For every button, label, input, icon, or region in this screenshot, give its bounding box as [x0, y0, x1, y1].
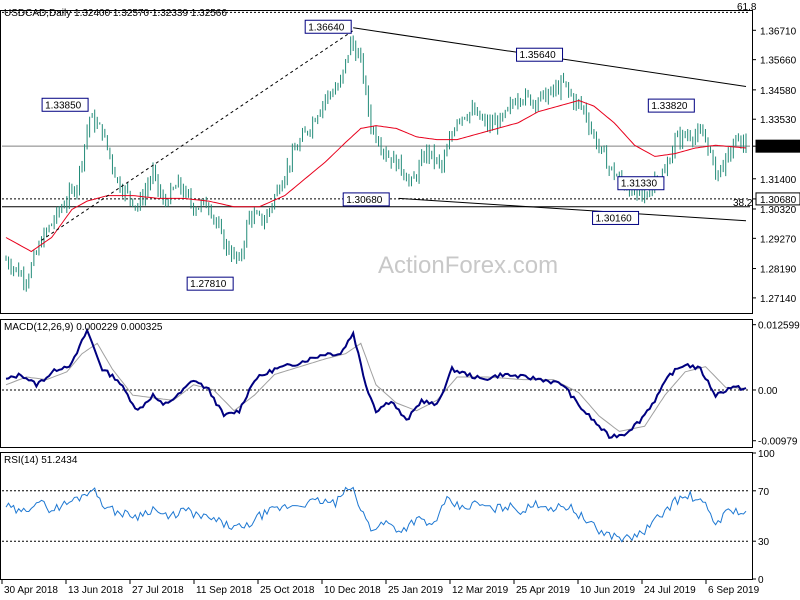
date-tick-label: 11 Sep 2018	[196, 585, 252, 596]
date-tick-label: 10 Dec 2018	[324, 585, 381, 596]
price-marker-box	[755, 139, 800, 153]
swing-label-box	[647, 98, 695, 113]
swing-label-text: 1.36640	[308, 22, 345, 33]
macd-panel-frame	[0, 319, 753, 448]
price-tick-label: 1.27140	[760, 294, 797, 305]
date-tick-label: 13 Jun 2018	[68, 585, 123, 596]
ma-path	[5, 99, 747, 253]
swing-label-box	[186, 276, 234, 291]
swing-label-box	[41, 97, 89, 112]
rsi-lines	[2, 486, 750, 543]
rsi-panel-frame	[0, 452, 753, 580]
swing-label-box	[617, 176, 665, 191]
swing-label-text: 1.30160	[596, 213, 633, 224]
swing-label-text: 1.31330	[621, 179, 658, 190]
macd-signal-path	[5, 342, 747, 432]
price-tick-label: 1.36710	[760, 26, 797, 37]
macd-lines	[2, 327, 750, 440]
swing-labels: 1.36640 1.33850 1.27810 1.30680 1.35640 1.301…	[41, 19, 695, 291]
price-tick-label: 1.28190	[760, 265, 797, 276]
swing-label: 1.33820	[647, 98, 695, 113]
swing-label-text: 1.33850	[45, 100, 82, 111]
rsi-tick-label: 30	[758, 537, 770, 548]
swing-label-box	[592, 210, 640, 225]
swing-label: 1.30680	[342, 192, 390, 207]
watermark: ActionForex.com	[378, 252, 558, 279]
price-tick-label: 1.31400	[760, 175, 797, 186]
macd-tick-label: 0.00	[758, 386, 778, 397]
swing-label: 1.30160	[592, 210, 640, 225]
date-tick-label: 25 Oct 2018	[260, 585, 315, 596]
date-tick-label: 27 Jul 2018	[132, 585, 184, 596]
date-tick-label: 25 Apr 2019	[516, 585, 570, 596]
price-title: USDCAD,Daily 1.32400 1.32570 1.32339 1.3…	[4, 8, 227, 19]
price-tick-label: 1.30320	[760, 205, 797, 216]
swing-label: 1.35640	[516, 47, 564, 62]
date-tick-label: 25 Jan 2019	[388, 585, 443, 596]
price-tick-label: 1.32566	[760, 142, 797, 153]
price-tick-label: 1.29270	[760, 234, 797, 245]
rsi-axis: 100 70 30 0	[752, 449, 775, 586]
rsi-title: RSI(14) 51.2434	[4, 455, 78, 466]
swing-label-text: 1.27810	[190, 279, 227, 290]
rsi-tick-label: 100	[758, 449, 775, 460]
swing-label-box	[342, 192, 390, 207]
price-marker-box	[755, 192, 800, 206]
macd-tick-label: -0.00979	[758, 437, 798, 448]
macd-title: MACD(12,26,9) 0.000229 0.000325	[4, 322, 163, 333]
date-tick-label: 10 Jun 2019	[580, 585, 635, 596]
price-candles	[5, 35, 747, 292]
macd-axis: 0.012599 0.00 -0.00979	[752, 321, 800, 448]
swing-label-box	[516, 47, 564, 62]
date-tick-label: 6 Sep 2019	[708, 585, 760, 596]
price-tick-label: 1.34580	[760, 86, 797, 97]
swing-label-text: 1.33820	[651, 101, 688, 112]
date-tick-label: 24 Jul 2019	[644, 585, 696, 596]
swing-label-box	[304, 19, 352, 34]
date-tick-label: 12 Mar 2019	[452, 585, 509, 596]
trendline	[41, 30, 354, 241]
fib-618-label: 61.8	[737, 2, 757, 13]
macd-tick-label: 0.012599	[758, 321, 800, 332]
trendline	[398, 197, 747, 222]
date-tick-label: 30 Apr 2018	[4, 585, 58, 596]
price-tick-label: 1.33530	[760, 115, 797, 126]
swing-label: 1.31330	[617, 176, 665, 191]
rsi-tick-label: 70	[758, 487, 770, 498]
swing-label-text: 1.30680	[346, 195, 383, 206]
price-axis: 1.36710 1.35660 1.34580 1.33530 1.32566 1.314…	[752, 26, 800, 305]
fib-382-label: 38.2	[733, 198, 753, 209]
swing-label: 1.33850	[41, 97, 89, 112]
macd-main-path	[5, 327, 747, 440]
trendlines	[41, 27, 747, 241]
price-tick-label: 1.35660	[760, 56, 797, 67]
swing-label: 1.36640	[304, 19, 352, 34]
date-axis: 30 Apr 2018 13 Jun 2018 27 Jul 2018 11 Sep …	[1, 579, 760, 596]
rsi-path	[5, 486, 747, 543]
swing-label: 1.27810	[186, 276, 234, 291]
swing-label-text: 1.35640	[520, 50, 557, 61]
price-panel-frame	[0, 10, 753, 314]
rsi-tick-label: 0	[758, 575, 764, 586]
price-tick-label: 1.30680	[760, 195, 797, 206]
moving-average-line	[5, 99, 747, 253]
